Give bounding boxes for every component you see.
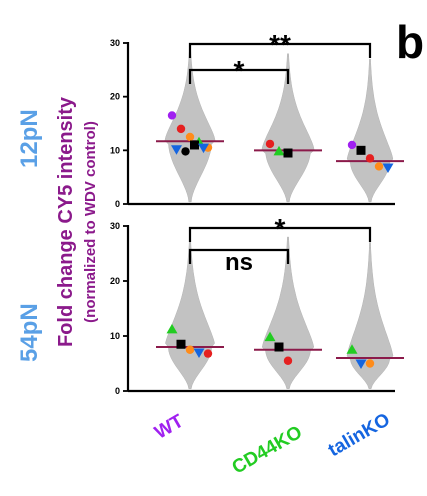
replicate-point	[365, 359, 375, 368]
x-category-label: CD44KO	[229, 422, 306, 479]
y-tick-label: 30	[110, 221, 120, 231]
significance-label: **	[269, 29, 291, 60]
significance-bracket	[188, 42, 372, 58]
x-axis-categories: WT CD44KO talinKO	[151, 409, 394, 479]
y-tick-label: 20	[110, 92, 120, 102]
x-category-label: WT	[151, 411, 187, 444]
replicate-point	[166, 323, 178, 334]
y-axis-sublabel: (normalized to WDV control)	[82, 121, 99, 323]
replicate-point	[283, 356, 293, 365]
y-tick-label: 30	[110, 38, 120, 48]
significance-label: *	[275, 213, 286, 244]
replicate-point	[181, 147, 190, 156]
replicate-point	[264, 331, 276, 342]
replicate-point	[171, 145, 182, 155]
significance-label: *	[234, 55, 245, 86]
panel-54pN: 0 10 20 30 * ns	[110, 213, 404, 396]
replicate-point	[203, 349, 213, 358]
y-axis-label: Fold change CY5 intensity	[55, 96, 77, 347]
panel-letter: b	[396, 16, 424, 68]
replicate-point	[176, 339, 186, 349]
replicate-point	[274, 342, 284, 352]
replicate-point	[265, 139, 275, 149]
y-tick-label: 10	[110, 145, 120, 155]
condition-label-bottom: 54pN	[16, 303, 43, 362]
replicate-point	[283, 148, 293, 158]
replicate-point	[374, 162, 384, 171]
replicate-point	[185, 345, 195, 354]
significance-bracket	[188, 248, 290, 264]
significance-bracket	[188, 226, 372, 242]
violin-talinKO	[346, 242, 394, 390]
replicate-point	[356, 145, 366, 155]
replicate-point	[382, 163, 394, 174]
replicate-point	[355, 359, 367, 369]
replicate-point	[198, 143, 209, 154]
replicate-point	[365, 154, 375, 163]
replicate-point	[193, 348, 205, 358]
violin-talinKO	[346, 58, 394, 203]
replicate-point	[185, 132, 195, 142]
replicate-point	[190, 140, 199, 150]
replicate-point	[176, 124, 186, 134]
significance-label: ns	[225, 249, 253, 276]
replicate-point	[347, 140, 357, 150]
condition-label-top: 12pN	[16, 109, 43, 168]
x-category-label: talinKO	[325, 409, 394, 461]
replicate-point	[167, 111, 177, 120]
y-tick-label: 10	[110, 331, 120, 341]
replicate-point	[346, 344, 358, 354]
significance-bracket	[188, 68, 290, 84]
y-tick-label: 20	[110, 276, 120, 286]
y-tick-label: 0	[115, 199, 120, 209]
replicate-point	[273, 145, 285, 156]
y-tick-label: 0	[115, 386, 120, 396]
